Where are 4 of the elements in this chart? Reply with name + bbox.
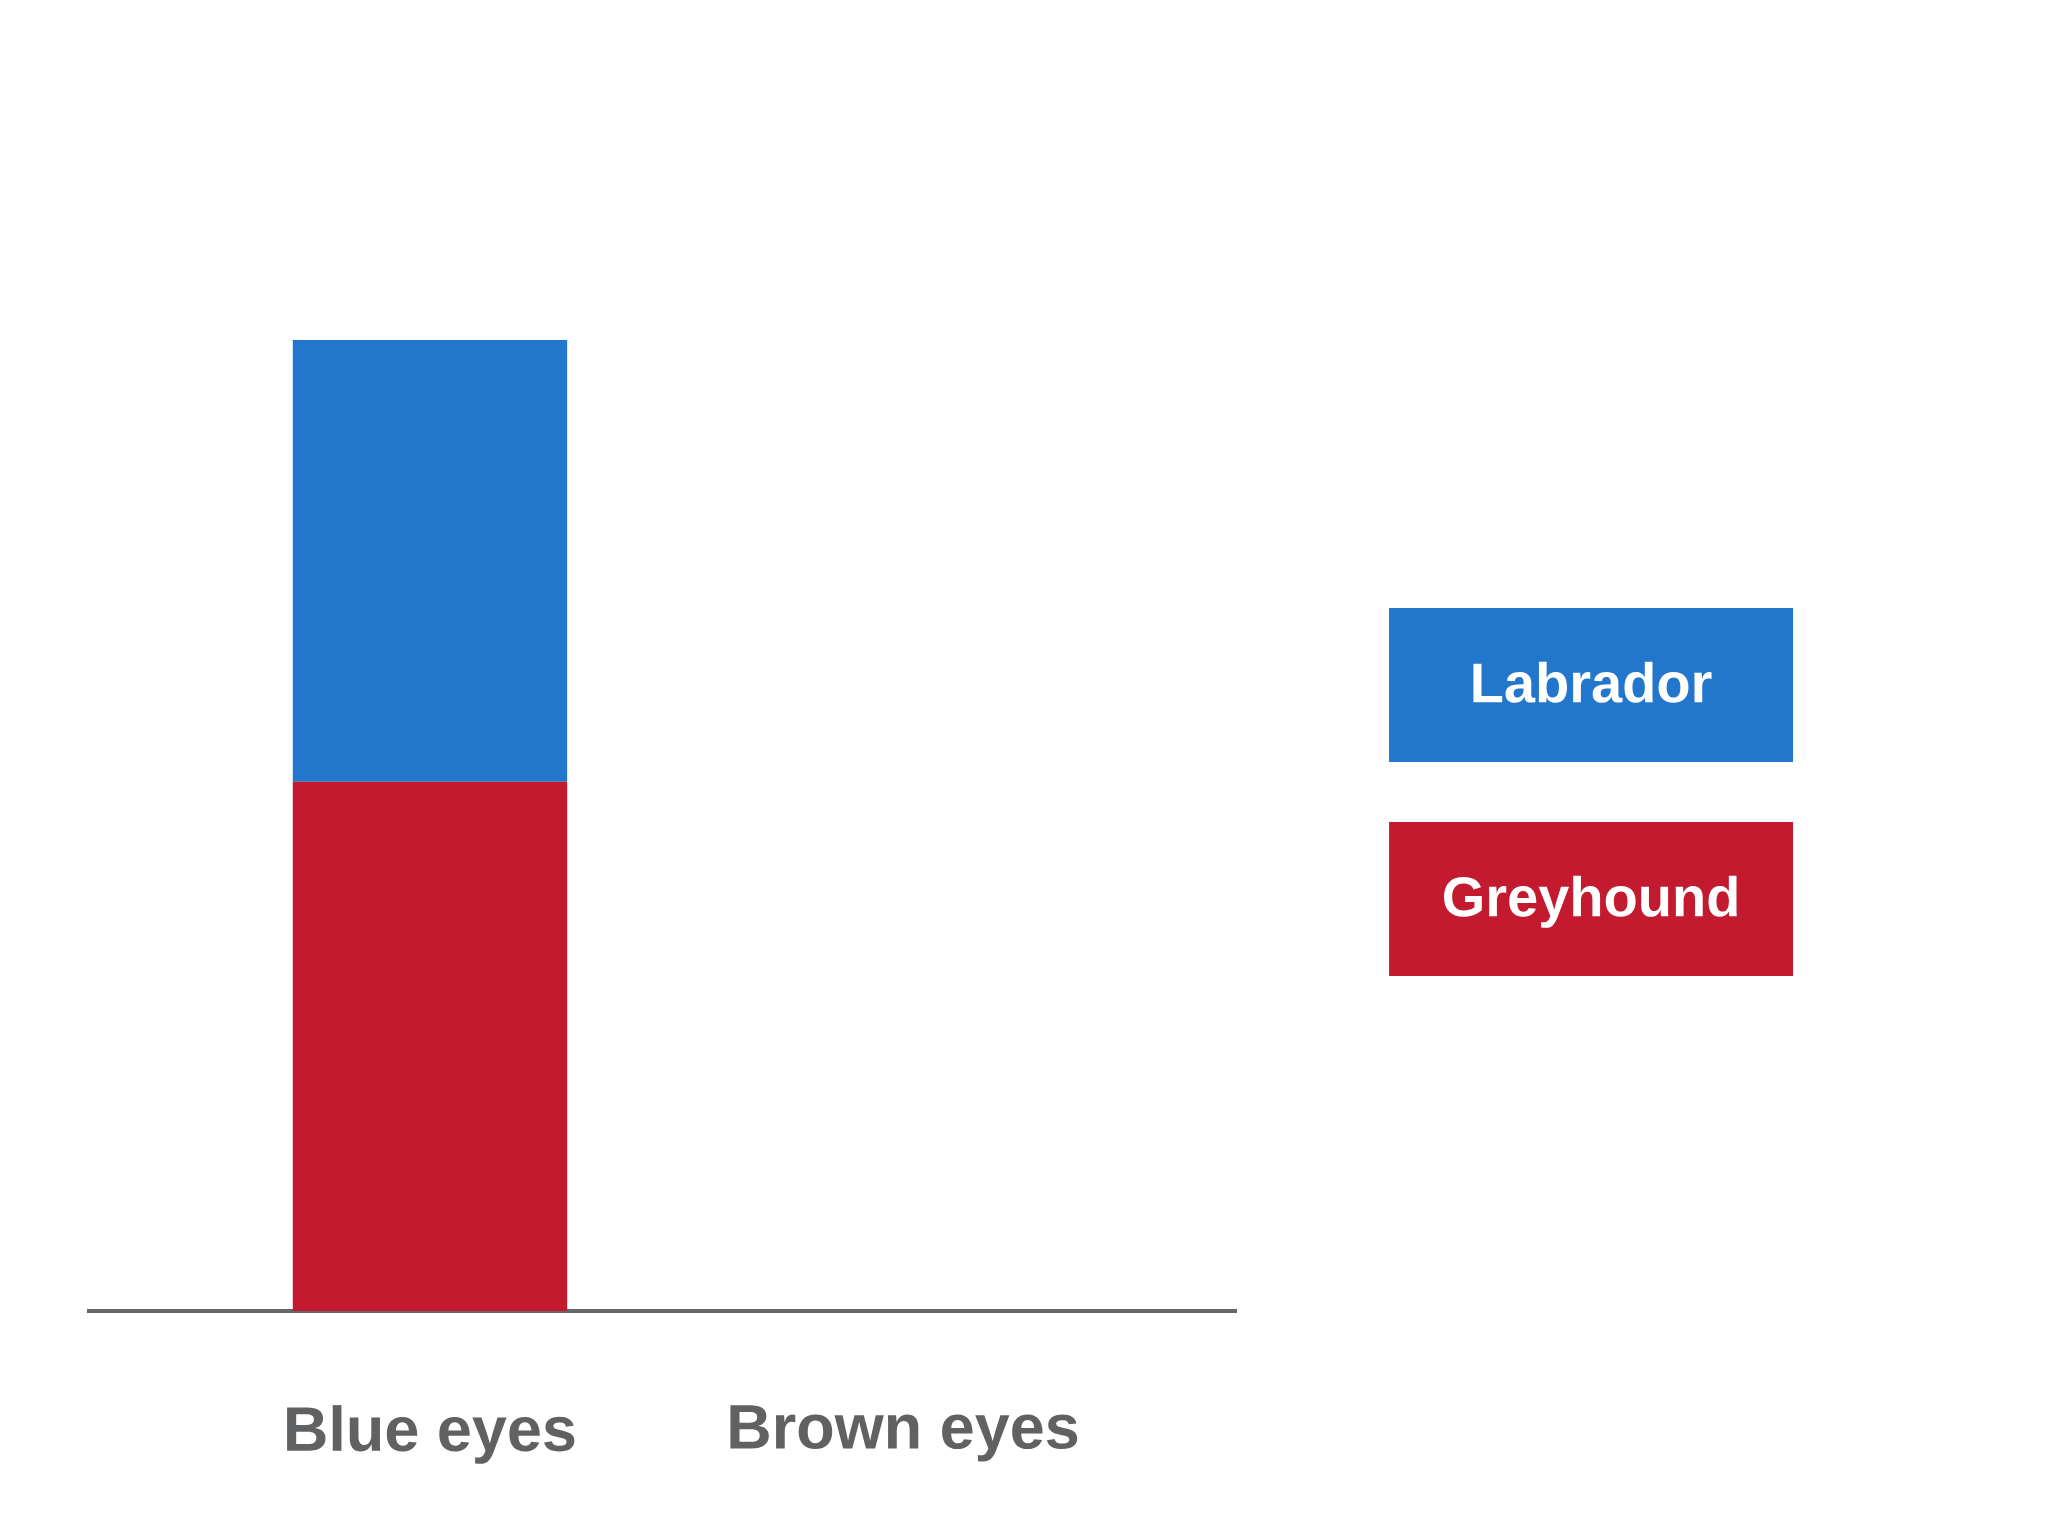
text: Greyhound	[1444, 875, 1737, 928]
x-tick-label: Brown eyes	[730, 1405, 1078, 1462]
x-tick-label: Blue eyes	[287, 1405, 575, 1464]
text: Labrador	[1473, 661, 1712, 703]
